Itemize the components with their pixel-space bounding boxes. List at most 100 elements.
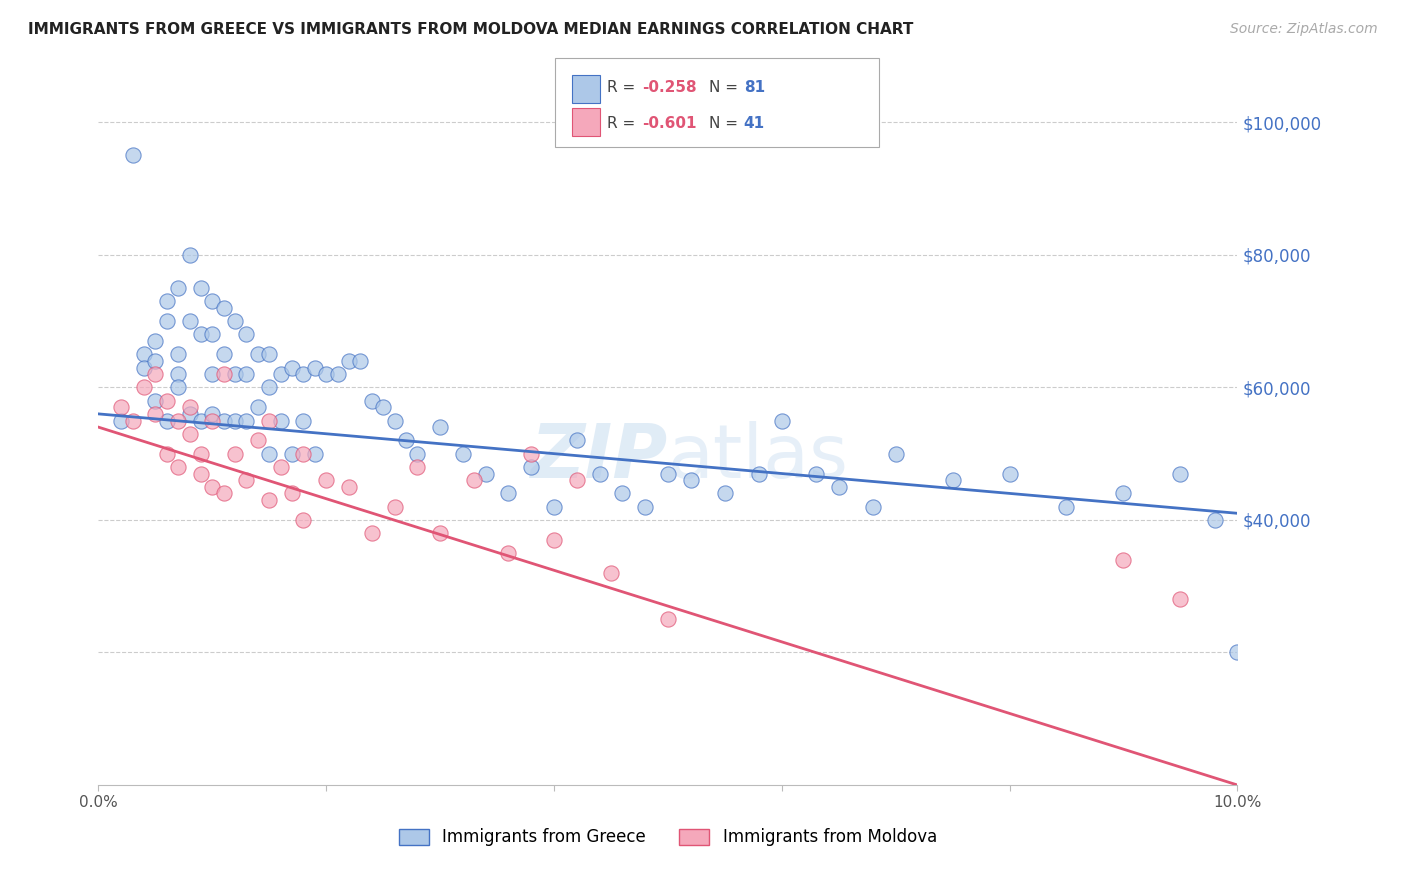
- Point: [292, 447, 315, 461]
- Point: [600, 566, 623, 580]
- Point: [634, 500, 657, 514]
- Point: [179, 407, 201, 421]
- Point: [156, 294, 179, 309]
- Point: [259, 380, 281, 394]
- Point: [384, 500, 406, 514]
- Point: [679, 473, 702, 487]
- Point: [224, 314, 246, 328]
- Point: [259, 413, 281, 427]
- Point: [167, 347, 190, 361]
- Point: [543, 500, 565, 514]
- Point: [748, 467, 770, 481]
- Point: [498, 546, 520, 560]
- Text: ZIP: ZIP: [530, 421, 668, 494]
- Point: [292, 367, 315, 381]
- Point: [145, 334, 167, 348]
- Text: 41: 41: [744, 116, 765, 130]
- Legend: Immigrants from Greece, Immigrants from Moldova: Immigrants from Greece, Immigrants from …: [392, 822, 943, 853]
- Point: [451, 447, 474, 461]
- Point: [1056, 500, 1078, 514]
- Point: [315, 367, 337, 381]
- Point: [565, 434, 588, 448]
- Point: [406, 447, 429, 461]
- Point: [246, 434, 269, 448]
- Point: [304, 360, 326, 375]
- Point: [259, 493, 281, 508]
- Point: [612, 486, 634, 500]
- Point: [498, 486, 520, 500]
- Point: [201, 327, 224, 342]
- Point: [373, 401, 395, 415]
- Text: R =: R =: [607, 116, 641, 130]
- Point: [1170, 592, 1192, 607]
- Point: [167, 281, 190, 295]
- Point: [315, 473, 337, 487]
- Point: [292, 513, 315, 527]
- Point: [156, 413, 179, 427]
- Point: [714, 486, 737, 500]
- Point: [235, 473, 257, 487]
- Point: [212, 413, 235, 427]
- Point: [235, 413, 257, 427]
- Point: [657, 467, 679, 481]
- Point: [360, 526, 382, 541]
- Text: R =: R =: [607, 80, 641, 95]
- Point: [179, 314, 201, 328]
- Point: [543, 533, 565, 547]
- Point: [201, 480, 224, 494]
- Point: [212, 347, 235, 361]
- Point: [770, 413, 793, 427]
- Point: [998, 467, 1021, 481]
- Text: N =: N =: [709, 80, 742, 95]
- Point: [190, 467, 212, 481]
- Point: [190, 327, 212, 342]
- Point: [337, 480, 360, 494]
- Point: [110, 401, 132, 415]
- Point: [384, 413, 406, 427]
- Point: [167, 459, 190, 474]
- Point: [132, 347, 155, 361]
- Point: [235, 367, 257, 381]
- Point: [132, 380, 155, 394]
- Point: [212, 367, 235, 381]
- Point: [167, 367, 190, 381]
- Text: atlas: atlas: [668, 421, 849, 494]
- Text: 81: 81: [744, 80, 765, 95]
- Point: [145, 407, 167, 421]
- Point: [588, 467, 610, 481]
- Point: [145, 367, 167, 381]
- Point: [565, 473, 588, 487]
- Point: [201, 294, 224, 309]
- Point: [246, 347, 269, 361]
- Point: [212, 301, 235, 315]
- Point: [190, 281, 212, 295]
- Point: [281, 360, 304, 375]
- Point: [406, 459, 429, 474]
- Point: [246, 401, 269, 415]
- Point: [395, 434, 418, 448]
- Point: [224, 447, 246, 461]
- Point: [360, 393, 382, 408]
- Point: [281, 486, 304, 500]
- Point: [132, 360, 155, 375]
- Point: [201, 367, 224, 381]
- Point: [201, 407, 224, 421]
- Point: [179, 248, 201, 262]
- Point: [463, 473, 485, 487]
- Text: IMMIGRANTS FROM GREECE VS IMMIGRANTS FROM MOLDOVA MEDIAN EARNINGS CORRELATION CH: IMMIGRANTS FROM GREECE VS IMMIGRANTS FRO…: [28, 22, 914, 37]
- Point: [201, 413, 224, 427]
- Point: [121, 148, 143, 162]
- Point: [1112, 552, 1135, 566]
- Point: [804, 467, 827, 481]
- Point: [520, 447, 543, 461]
- Point: [190, 413, 212, 427]
- Point: [167, 413, 190, 427]
- Point: [145, 393, 167, 408]
- Point: [270, 367, 292, 381]
- Point: [156, 314, 179, 328]
- Point: [156, 393, 179, 408]
- Point: [259, 347, 281, 361]
- Point: [156, 447, 179, 461]
- Text: N =: N =: [709, 116, 742, 130]
- Point: [212, 486, 235, 500]
